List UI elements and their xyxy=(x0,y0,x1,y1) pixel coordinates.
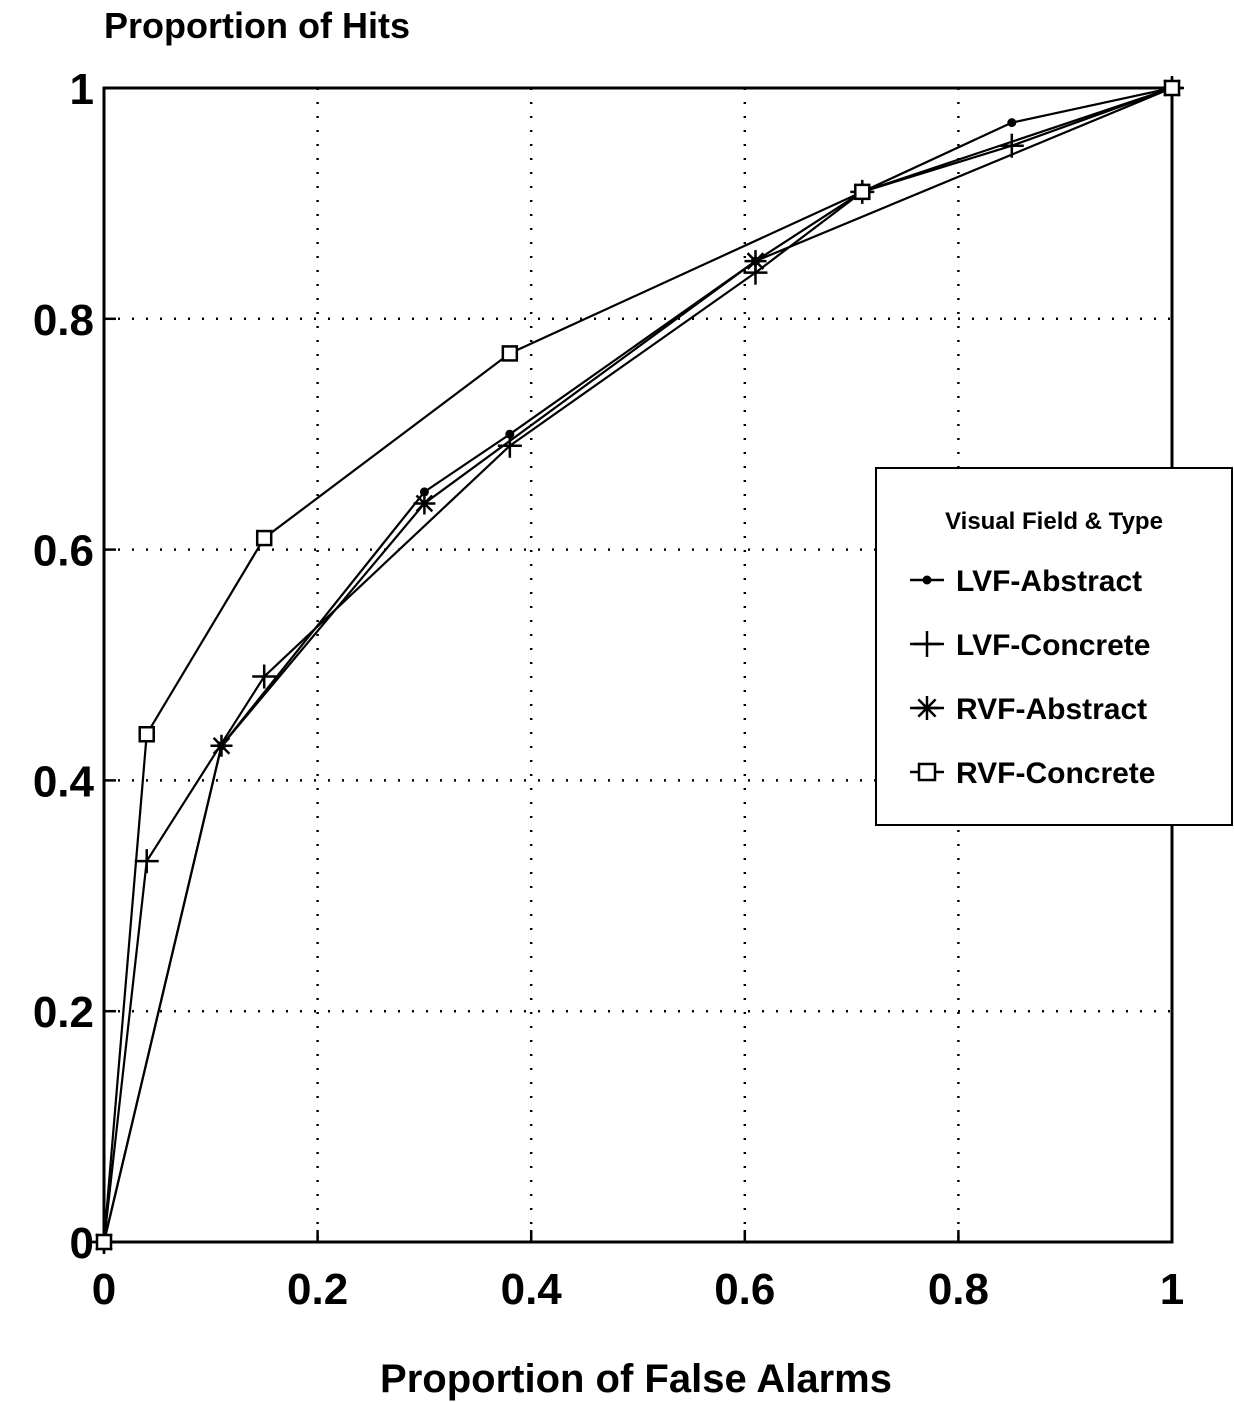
marker-square xyxy=(95,1233,113,1251)
marker-square xyxy=(854,183,871,201)
marker-square xyxy=(138,725,155,743)
x-tick-label: 0 xyxy=(92,1265,116,1314)
series-line xyxy=(102,86,1173,1243)
x-tick-label: 1 xyxy=(1160,1265,1184,1314)
legend-entry: LVF-Abstract xyxy=(910,565,1142,598)
legend-entry: RVF-Concrete xyxy=(910,757,1155,790)
axis-ticks: 0 0.2 0.4 0.6 0.8 1 0 0.2 0.4 0.6 0.8 1 xyxy=(33,65,1184,1314)
marker-square xyxy=(917,762,937,782)
legend-title: Visual Field & Type xyxy=(945,508,1163,535)
series-line xyxy=(102,86,1173,1243)
marker-asterisk xyxy=(915,696,939,720)
marker-square xyxy=(1163,79,1181,97)
marker-dot xyxy=(1007,118,1017,128)
series-layer xyxy=(92,76,1184,1254)
legend-label: RVF-Concrete xyxy=(956,757,1155,790)
marker-asterisk xyxy=(744,250,767,273)
x-tick-label: 0.8 xyxy=(928,1265,989,1314)
grid-lines xyxy=(104,88,1172,1242)
y-tick-label: 0 xyxy=(70,1219,94,1268)
marker-plus xyxy=(914,631,940,657)
y-tick-label: 1 xyxy=(70,65,94,114)
x-tick-label: 0.6 xyxy=(714,1265,775,1314)
legend-entry: RVF-Abstract xyxy=(910,693,1147,726)
series-rvf-concrete xyxy=(95,79,1181,1251)
marker-dot xyxy=(419,487,429,497)
x-axis-title: Proportion of False Alarms xyxy=(380,1357,892,1401)
marker-square xyxy=(255,529,273,547)
y-axis-title: Proportion of Hits xyxy=(104,5,410,46)
marker-asterisk xyxy=(210,734,233,757)
legend-label: LVF-Abstract xyxy=(956,565,1142,598)
y-tick-label: 0.4 xyxy=(33,757,95,806)
legend: Visual Field & Type LVF-Abstract LVF-Conc… xyxy=(875,467,1233,826)
y-tick-label: 0.6 xyxy=(33,527,94,576)
marker-asterisk xyxy=(413,492,436,515)
series-line xyxy=(102,86,1173,1243)
marker-dot xyxy=(922,575,932,585)
marker-plus xyxy=(134,849,159,874)
x-tick-label: 0.4 xyxy=(501,1265,563,1314)
x-tick-label: 0.2 xyxy=(287,1265,348,1314)
legend-label: LVF-Concrete xyxy=(956,629,1150,662)
legend-label: RVF-Abstract xyxy=(956,693,1147,726)
y-tick-label: 0.8 xyxy=(33,296,94,345)
legend-entry: LVF-Concrete xyxy=(910,629,1150,662)
marker-square xyxy=(501,345,519,362)
y-tick-label: 0.2 xyxy=(33,988,94,1037)
marker-plus xyxy=(252,664,277,689)
legend-entries: LVF-Abstract LVF-Concrete RVF-Abstract RVF-… xyxy=(910,565,1155,790)
